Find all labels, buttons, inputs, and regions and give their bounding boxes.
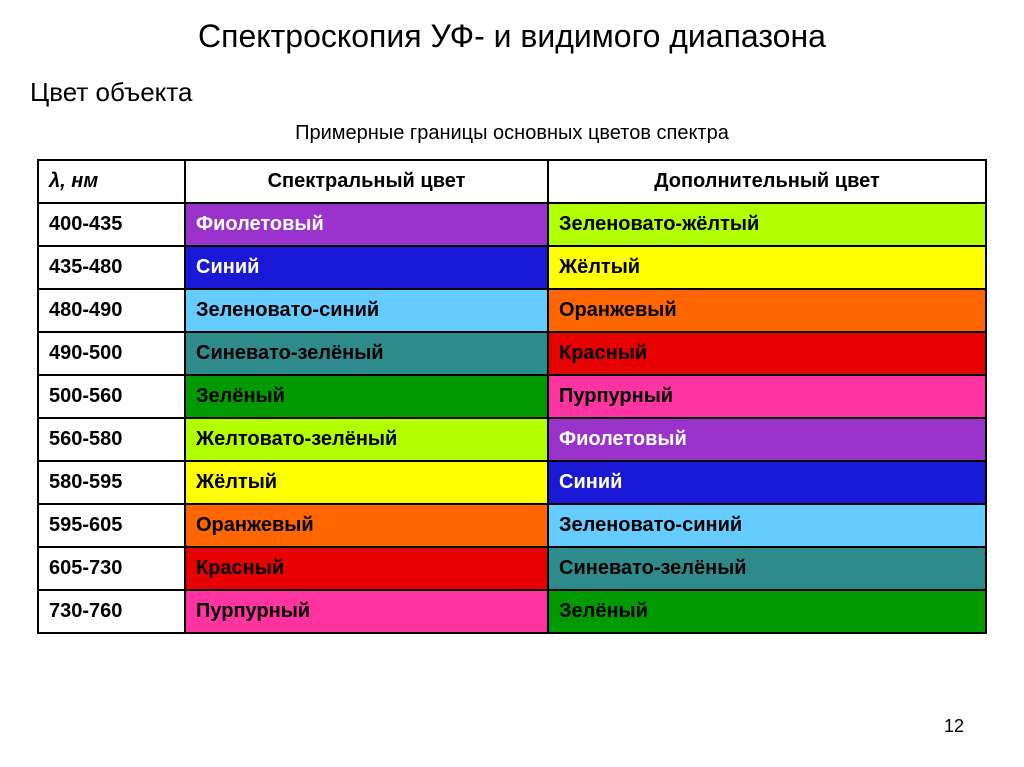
complementary-color-cell: Синий (548, 461, 986, 504)
spectral-color-cell: Оранжевый (185, 504, 548, 547)
table-row: 605-730КрасныйСиневато-зелёный (38, 547, 986, 590)
spectral-color-cell: Желтовато-зелёный (185, 418, 548, 461)
table-row: 595-605ОранжевыйЗеленовато-синий (38, 504, 986, 547)
spectral-color-cell: Жёлтый (185, 461, 548, 504)
complementary-color-cell: Фиолетовый (548, 418, 986, 461)
wavelength-range: 400-435 (38, 203, 185, 246)
complementary-color-cell: Зеленовато-жёлтый (548, 203, 986, 246)
wavelength-range: 500-560 (38, 375, 185, 418)
col-spectral: Спектральный цвет (185, 160, 548, 203)
wavelength-range: 580-595 (38, 461, 185, 504)
wavelength-range: 595-605 (38, 504, 185, 547)
page-number: 12 (944, 716, 964, 737)
complementary-color-cell: Синевато-зелёный (548, 547, 986, 590)
table-row: 730-760ПурпурныйЗелёный (38, 590, 986, 633)
wavelength-range: 435-480 (38, 246, 185, 289)
spectral-color-cell: Синий (185, 246, 548, 289)
wavelength-range: 490-500 (38, 332, 185, 375)
spectral-color-cell: Зеленовато-синий (185, 289, 548, 332)
spectrum-table: λ, нм Спектральный цвет Дополнительный ц… (37, 159, 987, 634)
table-row: 580-595ЖёлтыйСиний (38, 461, 986, 504)
table-row: 490-500Синевато-зелёныйКрасный (38, 332, 986, 375)
spectral-color-cell: Синевато-зелёный (185, 332, 548, 375)
complementary-color-cell: Жёлтый (548, 246, 986, 289)
complementary-color-cell: Пурпурный (548, 375, 986, 418)
table-caption: Примерные границы основных цветов спектр… (0, 116, 1024, 159)
spectral-color-cell: Красный (185, 547, 548, 590)
table-row: 500-560ЗелёныйПурпурный (38, 375, 986, 418)
complementary-color-cell: Зелёный (548, 590, 986, 633)
subtitle: Цвет объекта (0, 65, 1024, 116)
spectral-color-cell: Пурпурный (185, 590, 548, 633)
table-row: 400-435ФиолетовыйЗеленовато-жёлтый (38, 203, 986, 246)
wavelength-range: 605-730 (38, 547, 185, 590)
wavelength-range: 560-580 (38, 418, 185, 461)
main-title: Спектроскопия УФ- и видимого диапазона (0, 0, 1024, 65)
table-row: 480-490Зеленовато-синийОранжевый (38, 289, 986, 332)
complementary-color-cell: Зеленовато-синий (548, 504, 986, 547)
col-lambda: λ, нм (38, 160, 185, 203)
spectral-color-cell: Фиолетовый (185, 203, 548, 246)
complementary-color-cell: Красный (548, 332, 986, 375)
table-row: 435-480СинийЖёлтый (38, 246, 986, 289)
spectral-color-cell: Зелёный (185, 375, 548, 418)
wavelength-range: 480-490 (38, 289, 185, 332)
table-row: 560-580Желтовато-зелёныйФиолетовый (38, 418, 986, 461)
complementary-color-cell: Оранжевый (548, 289, 986, 332)
wavelength-range: 730-760 (38, 590, 185, 633)
header-row: λ, нм Спектральный цвет Дополнительный ц… (38, 160, 986, 203)
col-complementary: Дополнительный цвет (548, 160, 986, 203)
